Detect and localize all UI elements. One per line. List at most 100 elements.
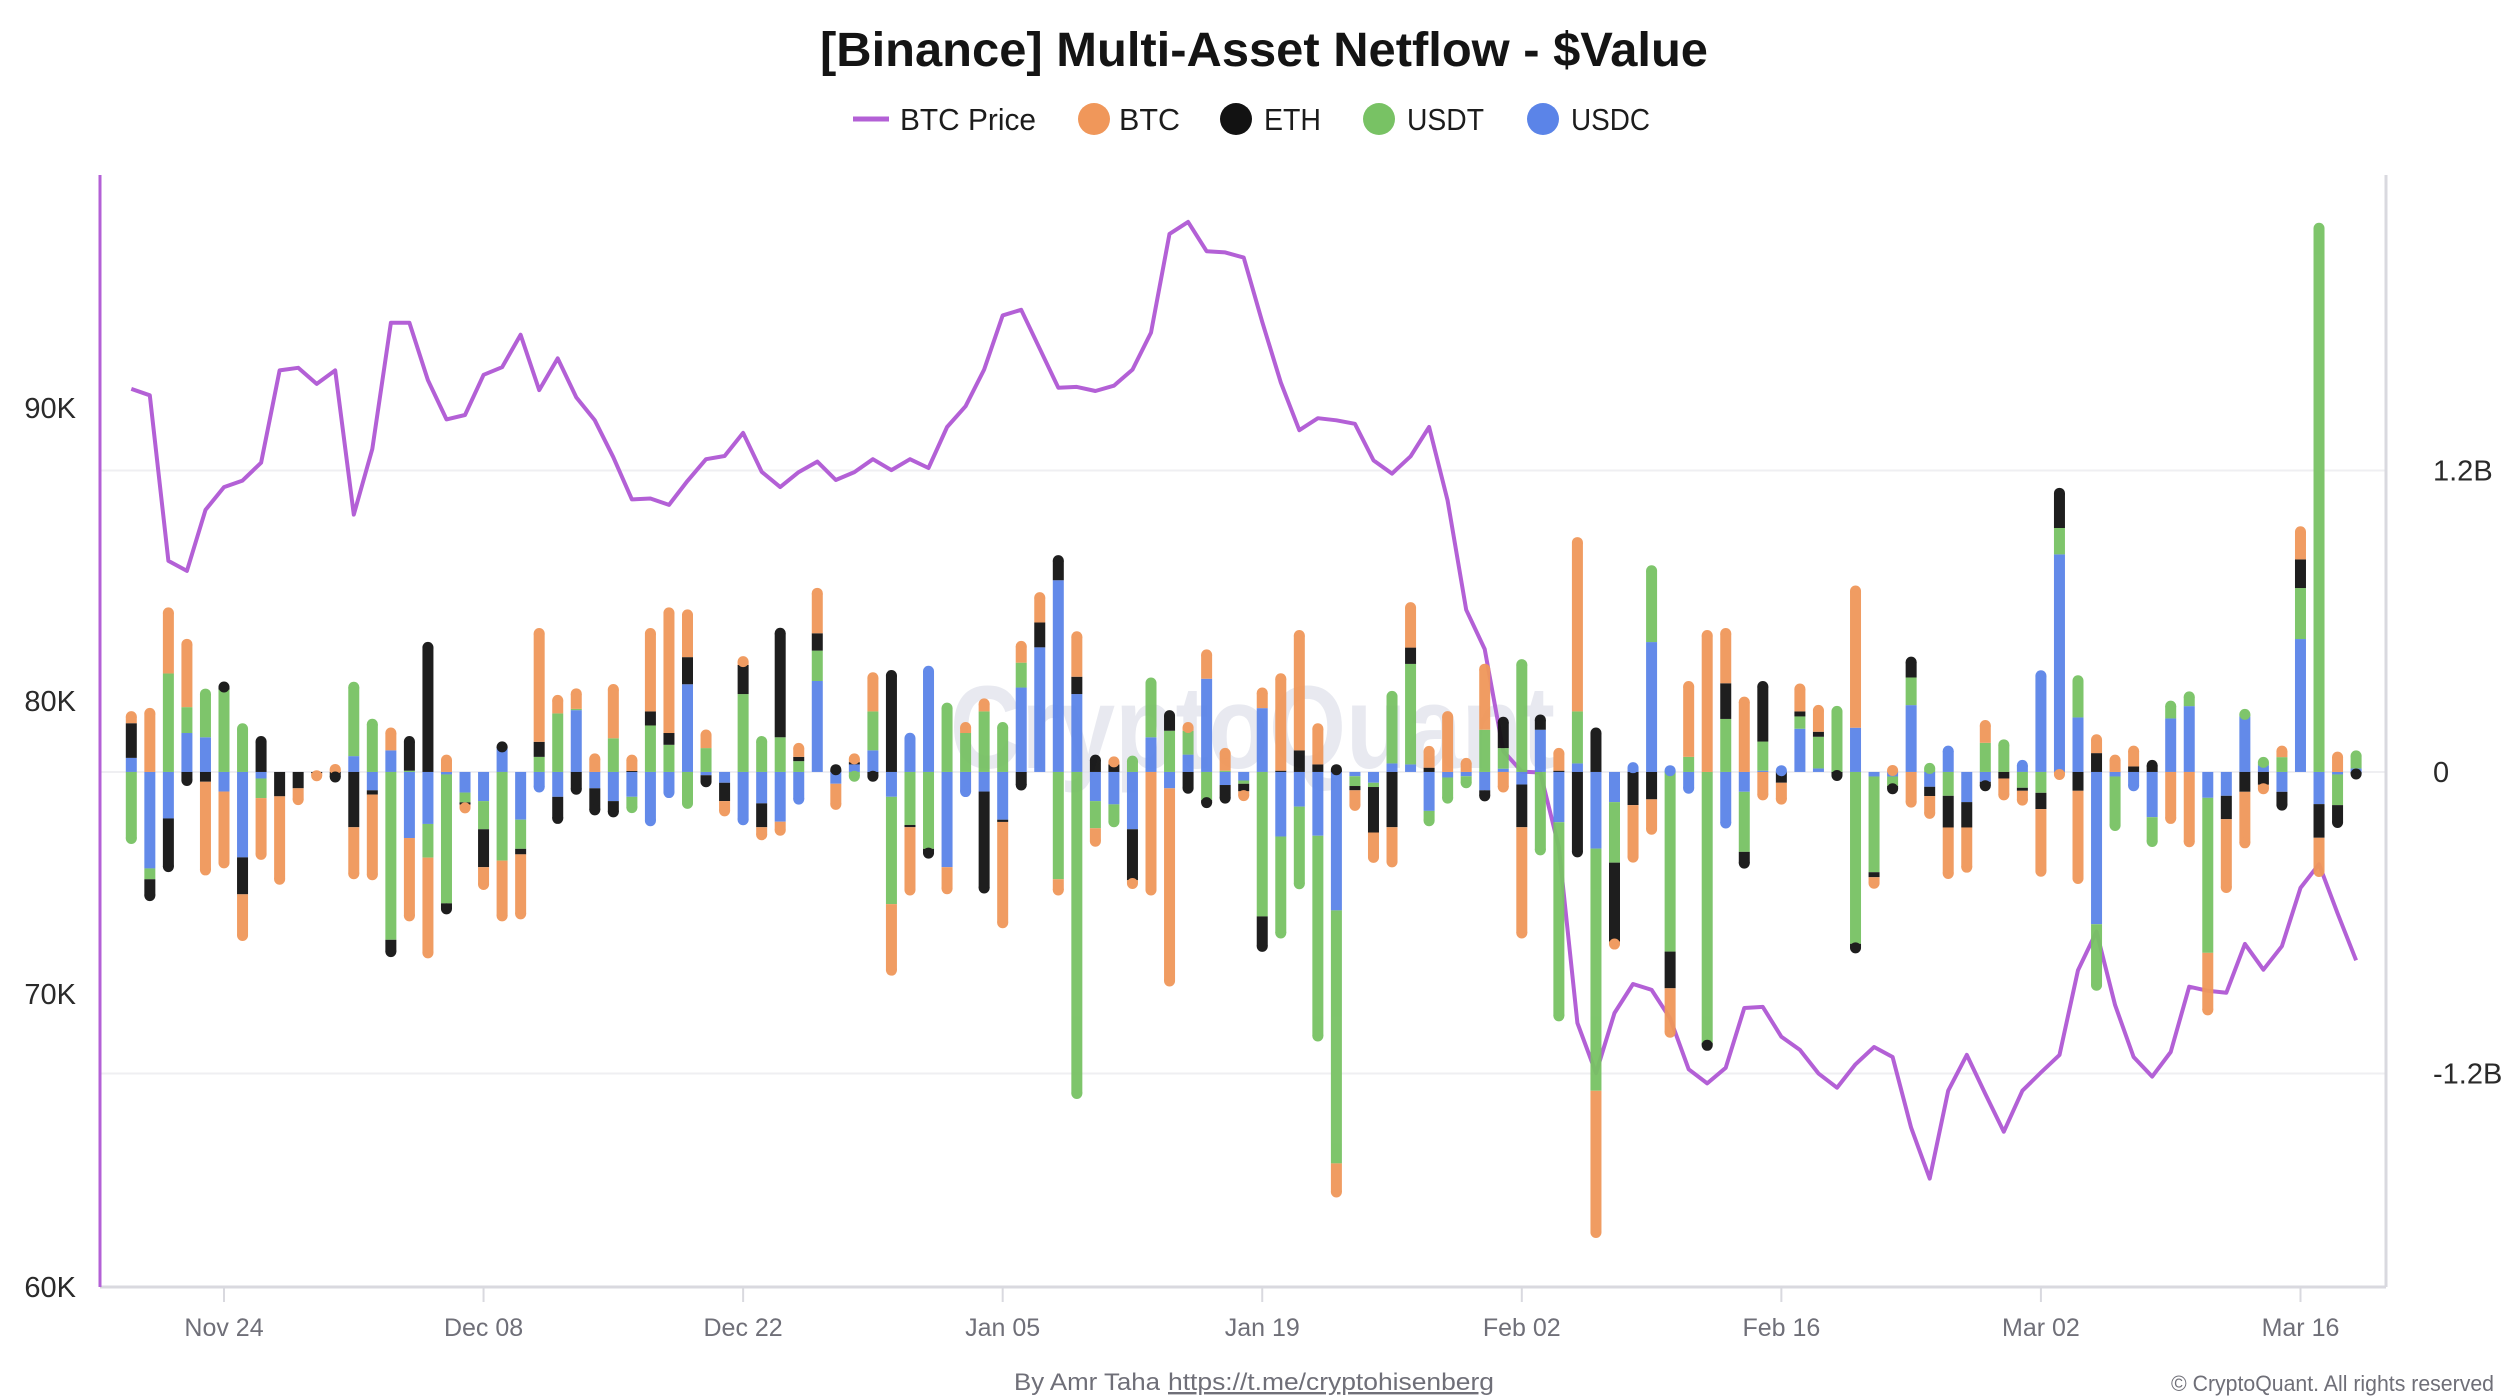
bar-cap-usdt bbox=[941, 702, 953, 714]
bar-cap-usdt bbox=[848, 770, 860, 782]
price-series bbox=[130, 219, 2358, 1181]
bar-segment-btc bbox=[1850, 591, 1862, 728]
bar-segment-usdc bbox=[1534, 729, 1546, 772]
bar-segment-usdc bbox=[2257, 765, 2269, 772]
bar-cap-eth bbox=[552, 812, 564, 824]
bar-cap-btc bbox=[626, 754, 638, 766]
bar-stack bbox=[978, 698, 990, 894]
bar-segment-usdc bbox=[2109, 771, 2121, 777]
bar-stack bbox=[1961, 771, 1973, 873]
bar-cap-btc bbox=[1442, 711, 1454, 723]
bar-segment-usdc bbox=[941, 771, 953, 868]
bar-segment-usdt bbox=[1312, 835, 1324, 1037]
bar-segment-btc bbox=[941, 867, 953, 889]
bar-segment-usdc bbox=[904, 738, 916, 772]
x-tick-label: Dec 22 bbox=[704, 1314, 783, 1342]
bar-stack bbox=[1405, 602, 1417, 772]
bar-segment-eth bbox=[1609, 862, 1620, 942]
bar-stack bbox=[1015, 640, 1027, 791]
legend-item-eth[interactable]: ETH bbox=[1220, 102, 1321, 137]
bar-cap-usdt bbox=[756, 736, 768, 748]
bar-segment-btc bbox=[811, 593, 823, 634]
bar-cap-usdt bbox=[1071, 1088, 1083, 1100]
bar-cap-usdc bbox=[923, 665, 935, 677]
bar-segment-btc bbox=[478, 867, 490, 885]
bar-segment-usdt bbox=[904, 771, 916, 825]
bar-cap-usdt bbox=[1386, 690, 1398, 702]
bar-segment-eth bbox=[2313, 804, 2325, 838]
bar-segment-btc bbox=[1646, 799, 1658, 830]
bar-stack bbox=[756, 736, 768, 841]
bar-segment-usdt bbox=[774, 737, 786, 772]
bar-cap-btc bbox=[700, 729, 712, 741]
bar-cap-btc bbox=[682, 609, 693, 621]
bar-cap-usdt bbox=[2091, 979, 2103, 991]
bar-stack bbox=[2128, 745, 2140, 792]
bar-cap-eth bbox=[1164, 710, 1176, 722]
bar-segment-usdc bbox=[1442, 771, 1454, 778]
legend-item-btc[interactable]: BTC bbox=[1078, 102, 1180, 137]
bar-stack bbox=[1293, 630, 1305, 890]
bar-segment-usdc bbox=[1794, 728, 1806, 772]
bar-cap-btc bbox=[478, 879, 490, 891]
bar-cap-btc bbox=[1460, 757, 1472, 769]
bar-segment-usdt bbox=[1757, 741, 1769, 771]
bar-stack bbox=[329, 763, 341, 783]
bar-cap-usdt bbox=[1534, 844, 1546, 856]
bar-segment-usdt bbox=[644, 725, 656, 772]
bar-segment-eth bbox=[1386, 771, 1398, 828]
bar-stack bbox=[292, 771, 304, 806]
bar-cap-eth bbox=[1015, 779, 1027, 791]
bar-segment-usdc bbox=[366, 771, 378, 791]
legend-dot-icon bbox=[1527, 103, 1559, 135]
bar-segment-eth bbox=[1998, 771, 2010, 779]
bar-cap-btc bbox=[1701, 630, 1713, 642]
bar-segment-eth bbox=[1961, 802, 1973, 828]
bar-segment-usdc bbox=[422, 771, 434, 824]
author-link[interactable]: https://t.me/cryptohisenberg bbox=[1168, 1369, 1494, 1396]
bar-stack bbox=[793, 742, 805, 805]
bar-segment-btc bbox=[1590, 1090, 1602, 1233]
bar-segment-btc bbox=[570, 693, 582, 709]
bar-stack bbox=[422, 641, 434, 959]
bar-segment-btc bbox=[552, 700, 564, 714]
x-tick-label: Nov 24 bbox=[184, 1314, 263, 1342]
legend-item-btc-price[interactable]: BTC Price bbox=[853, 102, 1036, 137]
bar-stack bbox=[1256, 687, 1268, 952]
legend-item-usdc[interactable]: USDC bbox=[1527, 102, 1650, 137]
bar-cap-btc bbox=[218, 857, 230, 869]
bar-segment-btc bbox=[1627, 805, 1639, 858]
bar-segment-usdt bbox=[1720, 718, 1732, 772]
bar-cap-btc bbox=[2053, 768, 2065, 780]
bar-cap-btc bbox=[960, 721, 972, 733]
bar-stack bbox=[1627, 762, 1639, 863]
bar-stack bbox=[237, 723, 249, 942]
bar-segment-eth bbox=[1164, 715, 1176, 731]
bar-cap-usdt bbox=[1312, 1030, 1324, 1042]
bar-cap-btc bbox=[737, 656, 749, 668]
bar-segment-usdt bbox=[2146, 817, 2158, 842]
legend-dot-icon bbox=[1363, 103, 1395, 135]
bar-segment-btc bbox=[2109, 760, 2121, 772]
bar-segment-eth bbox=[1034, 622, 1046, 648]
bar-segment-eth bbox=[1182, 771, 1194, 789]
chart-title: [Binance] Multi-Asset Netflow - $Value bbox=[820, 24, 1708, 77]
bar-segment-usdt bbox=[552, 713, 564, 772]
bar-segment-eth bbox=[162, 818, 174, 867]
bar-segment-eth bbox=[1868, 872, 1880, 878]
bar-segment-usdc bbox=[663, 771, 675, 793]
bar-segment-usdc bbox=[1924, 771, 1936, 787]
bar-cap-usdt bbox=[1293, 878, 1305, 890]
bar-stack bbox=[1720, 628, 1732, 829]
bar-segment-usdt bbox=[1089, 801, 1101, 829]
bar-stack bbox=[774, 627, 786, 836]
legend-item-usdt[interactable]: USDT bbox=[1363, 102, 1484, 137]
bar-cap-btc bbox=[1794, 683, 1806, 695]
bar-segment-eth bbox=[2220, 795, 2232, 820]
bar-segment-eth bbox=[1738, 851, 1750, 864]
bar-cap-eth bbox=[589, 804, 601, 816]
bar-segment-btc bbox=[1738, 702, 1750, 772]
bar-segment-usdc bbox=[1386, 763, 1398, 772]
bar-segment-usdc bbox=[1293, 771, 1305, 807]
y-left-tick-label: 60K bbox=[24, 1272, 76, 1304]
